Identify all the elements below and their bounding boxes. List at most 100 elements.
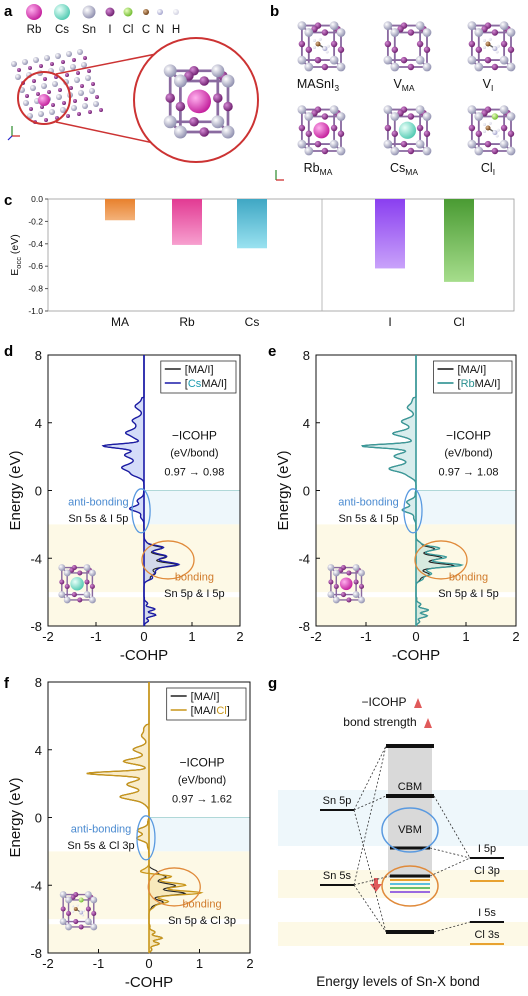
cl3s-label: Cl 3s xyxy=(474,929,500,941)
y-tick-label: -4 xyxy=(30,878,42,893)
y-axis-label-part: E xyxy=(9,269,21,276)
sn-atom xyxy=(422,146,432,156)
lattice-sn-atom xyxy=(77,49,83,55)
i-atom xyxy=(407,113,415,120)
icohp-unit: (eV/bond) xyxy=(178,775,226,787)
lattice-i-atom xyxy=(36,92,40,96)
i-atom xyxy=(321,63,329,71)
sn-atom xyxy=(84,918,92,925)
sn-atom xyxy=(297,55,307,65)
x-tick-label: -2 xyxy=(310,629,322,644)
structure-label-main: Cl xyxy=(481,161,493,175)
y-tick-label: -0.6 xyxy=(28,261,43,271)
sn-atom xyxy=(329,21,339,30)
y-tick-label: -0.2 xyxy=(28,216,43,226)
y-tick-label: -8 xyxy=(30,946,42,961)
hydrogen-atom xyxy=(71,905,75,908)
panel-a-letter: a xyxy=(4,3,13,20)
sn-atom xyxy=(467,105,477,114)
i-atom xyxy=(71,592,77,598)
i-atom xyxy=(338,567,344,573)
sn-atom xyxy=(390,28,400,37)
structure-label-4: CsMA xyxy=(390,161,418,177)
i-atom xyxy=(337,46,345,53)
sn-atom xyxy=(499,21,509,30)
lattice-sn-atom xyxy=(23,100,29,106)
sn-atom xyxy=(211,64,225,78)
structure-label-sub: MA xyxy=(320,167,333,177)
sn-atom xyxy=(304,112,314,121)
x-tick-label: 2 xyxy=(236,629,243,644)
lattice-i-atom xyxy=(73,99,77,103)
antibonding-ellipse xyxy=(403,488,423,534)
lattice-i-atom xyxy=(88,110,92,114)
energy-level-diagram: −ICOHP bond strength CBM VBM Sn 5p Sn 5s I 5p C… xyxy=(278,695,528,989)
legend-highlight: Cl xyxy=(216,705,226,717)
y-tick-label: -0.8 xyxy=(28,284,43,294)
lattice-sn-atom xyxy=(41,83,47,89)
structure-label-1: VMA xyxy=(393,77,414,93)
i-atom xyxy=(85,906,91,912)
antibonding-orbitals: Sn 5s & I 5p xyxy=(339,513,399,525)
panel-c-letter: c xyxy=(4,192,12,209)
legend-atom-cl xyxy=(123,7,133,17)
lattice-sn-atom xyxy=(44,55,50,61)
hydrogen-atom xyxy=(313,39,317,43)
lattice-rb-atom xyxy=(38,94,50,106)
sn-atom xyxy=(329,55,339,65)
x-axis-label: -COHP xyxy=(120,647,168,664)
bonding-orbitals: Sn 5p & I 5p xyxy=(438,588,499,600)
panel-c: c 0.0 -0.2 -0.4 -0.6 -0.8 -1.0 Eocc (eV) MA Rb Cs… xyxy=(4,192,515,329)
supercell-lattice xyxy=(11,49,103,124)
sn-atom xyxy=(84,891,92,898)
x-tick-label: -1 xyxy=(90,629,102,644)
diagram-caption: Energy levels of Sn-X bond xyxy=(316,974,480,989)
i-atom xyxy=(484,56,492,64)
legend-label-i: I xyxy=(108,24,111,36)
sn-atom xyxy=(65,923,72,931)
antibonding-ellipse xyxy=(131,488,151,534)
i-atom xyxy=(77,570,83,576)
lattice-sn-atom xyxy=(60,107,66,113)
lattice-i-atom xyxy=(51,103,55,107)
i-atom xyxy=(321,113,329,120)
sn-atom xyxy=(415,139,425,149)
legend-text: MA/I] xyxy=(475,378,501,390)
legend-box xyxy=(166,687,247,721)
lattice-sn-atom xyxy=(33,57,39,63)
sn-atom xyxy=(88,569,96,577)
i-atom xyxy=(298,124,306,132)
panel-d-letter: d xyxy=(4,343,13,360)
panel-e-letter: e xyxy=(268,343,276,360)
i-atom xyxy=(223,101,233,112)
y-axis-label: Energy (eV) xyxy=(275,450,292,530)
icohp-title: −ICOHP xyxy=(172,429,217,443)
zoomed-unit-cell xyxy=(163,64,235,139)
i-atom xyxy=(70,894,76,900)
structure-label-5: ClI xyxy=(481,161,495,177)
hydrogen-atom xyxy=(495,134,499,138)
lattice-sn-atom xyxy=(15,74,21,80)
hydrogen-atom xyxy=(81,914,85,917)
sn-atom xyxy=(58,591,66,598)
arrow-up-icon xyxy=(424,718,432,728)
arrow-down-icon xyxy=(370,878,382,892)
cs-atom xyxy=(398,121,417,139)
lattice-i-atom xyxy=(50,62,54,66)
icohp-up-label: −ICOHP xyxy=(361,695,406,709)
i-atom xyxy=(384,40,392,48)
sn-atom xyxy=(163,115,177,129)
y-axis-label-part: (eV) xyxy=(9,234,21,257)
legend-text: [ xyxy=(458,378,461,390)
i-atom xyxy=(77,597,83,603)
cohp-fill xyxy=(362,355,462,626)
lattice-i-atom xyxy=(40,105,44,109)
lattice-i-atom xyxy=(29,107,33,111)
bar-cs xyxy=(237,199,267,249)
cl3p-label: Cl 3p xyxy=(474,865,500,877)
lattice-i-atom xyxy=(65,73,69,77)
